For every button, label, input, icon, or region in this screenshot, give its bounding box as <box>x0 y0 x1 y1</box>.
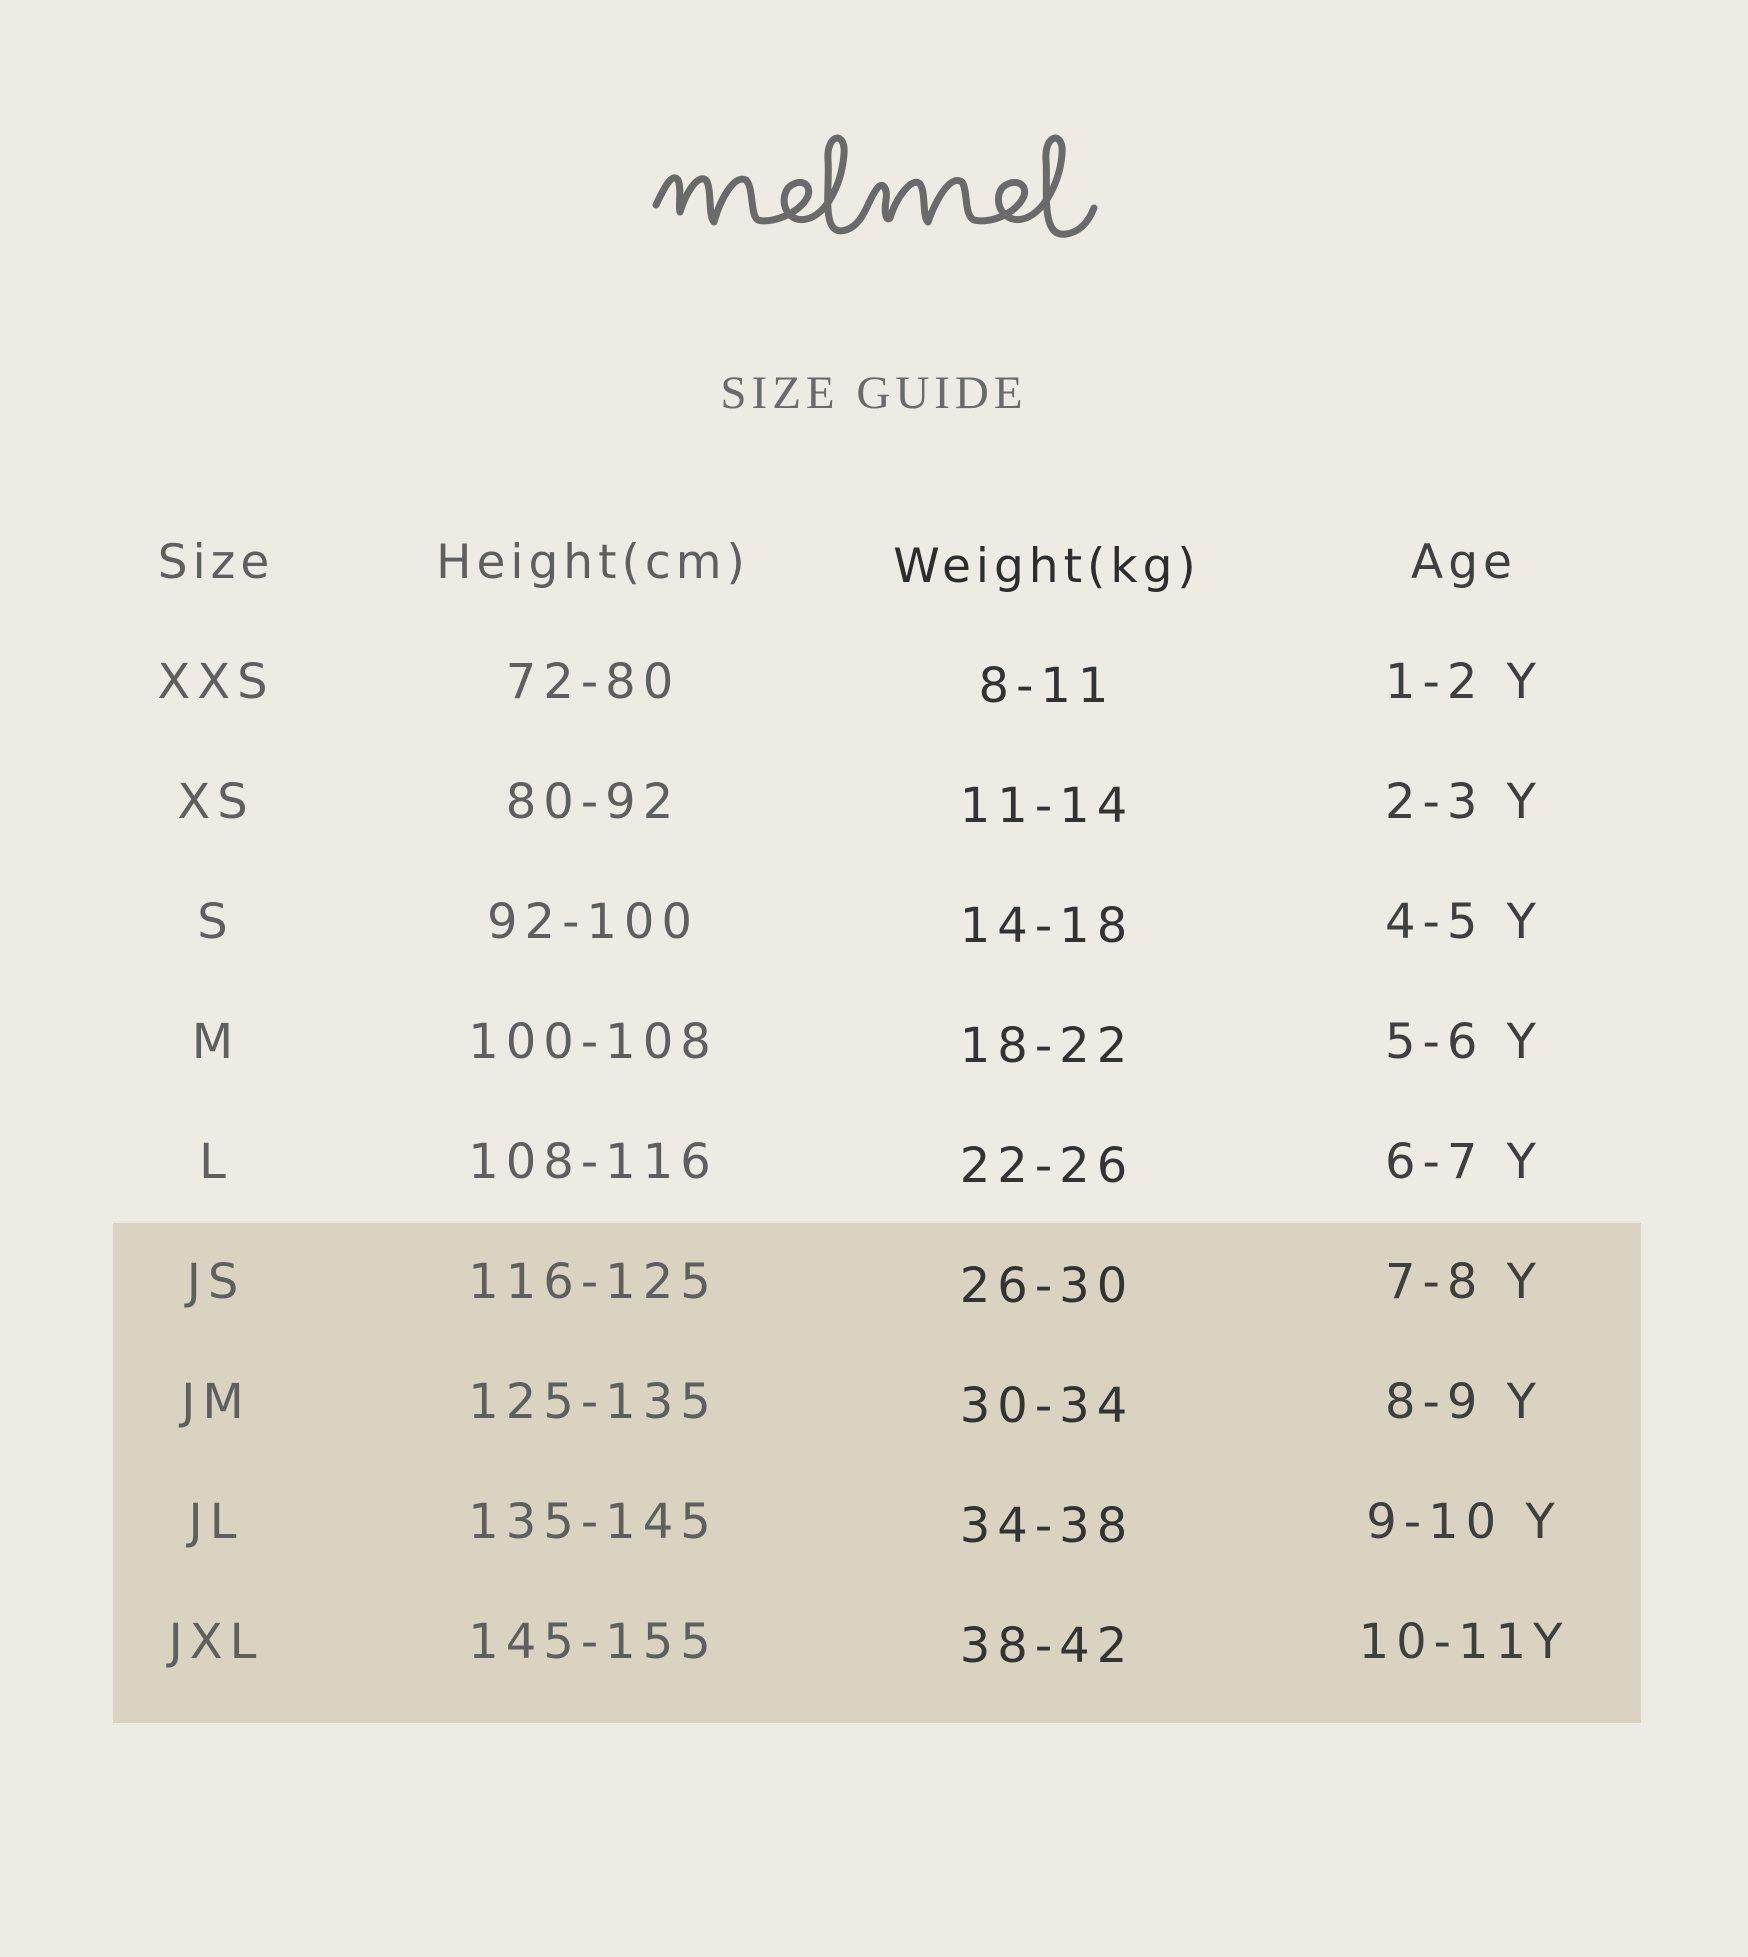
cell-height: 116-125 <box>468 1254 718 1310</box>
melmel-logo <box>652 134 1098 238</box>
cell-weight: 22-26 <box>959 1138 1135 1194</box>
cell-size: XS <box>177 774 255 830</box>
cell-weight: 14-18 <box>959 898 1135 954</box>
cell-size: M <box>191 1014 241 1070</box>
page-title: SIZE GUIDE <box>720 367 1028 419</box>
header-size: Size <box>157 535 275 590</box>
cell-age: 9-10 Y <box>1366 1494 1562 1550</box>
cell-height: 92-100 <box>486 894 699 950</box>
cell-weight: 11-14 <box>959 778 1135 834</box>
table-row: JS 116-125 26-30 7-8 Y <box>0 1222 1748 1342</box>
table-row: XXS 72-80 8-11 1-2 Y <box>0 622 1748 742</box>
table-row: XS 80-92 11-14 2-3 Y <box>0 742 1748 862</box>
cell-height: 125-135 <box>468 1374 718 1430</box>
cell-age: 10-11Y <box>1358 1614 1570 1670</box>
cell-height: 72-80 <box>505 654 681 710</box>
header-age: Age <box>1411 535 1517 590</box>
cell-weight: 26-30 <box>959 1258 1135 1314</box>
cell-weight: 34-38 <box>959 1498 1135 1554</box>
cell-age: 4-5 Y <box>1385 894 1543 950</box>
cell-size: L <box>199 1134 233 1190</box>
cell-weight: 18-22 <box>959 1018 1135 1074</box>
cell-height: 100-108 <box>468 1014 718 1070</box>
junior-sizes-highlight <box>113 1223 1641 1723</box>
cell-size: XXS <box>157 654 275 710</box>
table-row: JM 125-135 30-34 8-9 Y <box>0 1342 1748 1462</box>
cell-size: S <box>197 894 235 950</box>
table-row: S 92-100 14-18 4-5 Y <box>0 862 1748 982</box>
header-height: Height(cm) <box>436 535 750 590</box>
cell-age: 2-3 Y <box>1385 774 1543 830</box>
table-row: M 100-108 18-22 5-6 Y <box>0 982 1748 1102</box>
table-header: Size Height(cm) Weight(kg) Age <box>0 503 1748 623</box>
cell-weight: 30-34 <box>959 1378 1135 1434</box>
cell-age: 8-9 Y <box>1385 1374 1543 1430</box>
cell-weight: 8-11 <box>978 658 1116 714</box>
table-row: L 108-116 22-26 6-7 Y <box>0 1102 1748 1222</box>
cell-size: JM <box>181 1374 251 1430</box>
cell-height: 80-92 <box>505 774 681 830</box>
cell-height: 108-116 <box>468 1134 718 1190</box>
cell-age: 5-6 Y <box>1385 1014 1543 1070</box>
cell-size: JS <box>186 1254 246 1310</box>
cell-age: 6-7 Y <box>1385 1134 1543 1190</box>
header-weight: Weight(kg) <box>893 539 1201 594</box>
cell-height: 145-155 <box>468 1614 718 1670</box>
cell-age: 1-2 Y <box>1385 654 1543 710</box>
cell-weight: 38-42 <box>959 1618 1135 1674</box>
cell-height: 135-145 <box>468 1494 718 1550</box>
table-row: JL 135-145 34-38 9-10 Y <box>0 1462 1748 1582</box>
table-row: JXL 145-155 38-42 10-11Y <box>0 1582 1748 1702</box>
cell-size: JXL <box>168 1614 264 1670</box>
cell-size: JL <box>188 1494 244 1550</box>
cell-age: 7-8 Y <box>1385 1254 1543 1310</box>
